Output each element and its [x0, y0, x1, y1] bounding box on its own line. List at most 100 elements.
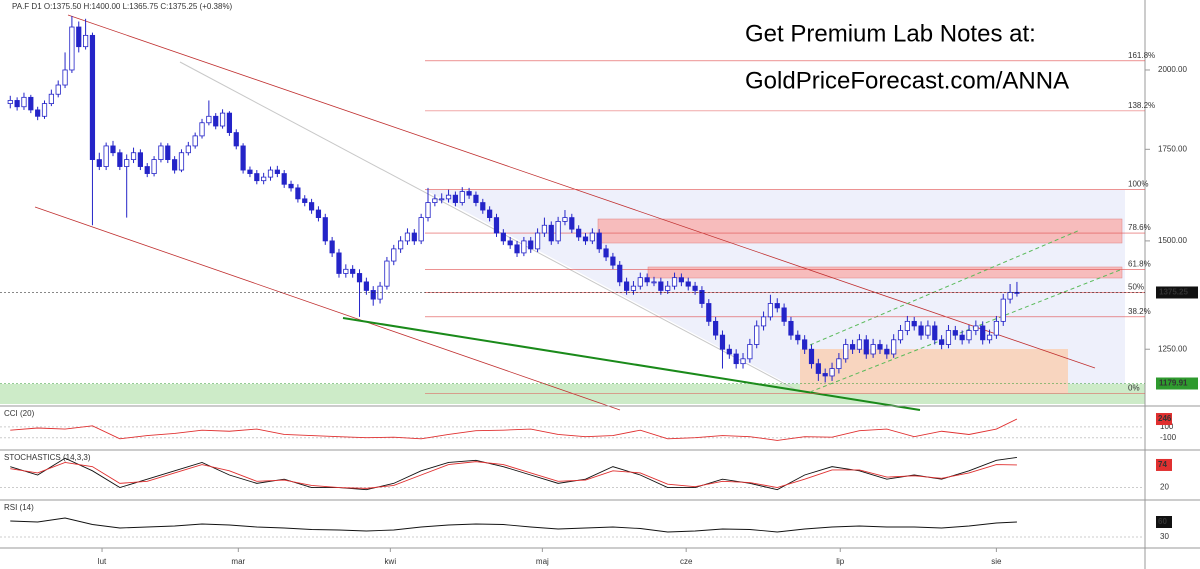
candle-body — [973, 325, 979, 331]
candle-body — [767, 303, 774, 318]
candle-body — [185, 145, 191, 154]
candle-body — [706, 303, 712, 322]
candle-body — [356, 273, 363, 283]
candle-body — [480, 202, 486, 211]
candle-body — [1000, 298, 1006, 322]
support-zone — [800, 349, 1068, 393]
y-tick-label: 100 — [1160, 422, 1174, 431]
candle-body — [466, 191, 472, 196]
y-tick-label: 1250.00 — [1158, 344, 1187, 353]
candle-body — [302, 198, 308, 203]
candle-body — [206, 115, 212, 124]
candle-body — [747, 344, 753, 360]
y-tick-label: 2000.00 — [1158, 65, 1187, 74]
candle-body — [911, 320, 917, 327]
x-tick-label: maj — [536, 557, 549, 566]
candle-body — [199, 122, 205, 137]
candle-body — [555, 221, 561, 242]
candle-body — [829, 368, 835, 377]
candle-body — [261, 176, 267, 182]
candle-body — [904, 320, 910, 331]
candle-body — [541, 224, 548, 234]
candle-body — [281, 173, 287, 185]
candle-body — [671, 277, 678, 287]
value-label: 74 — [1158, 460, 1167, 469]
candle-body — [350, 268, 356, 274]
candle-body — [445, 194, 452, 200]
price-label: 1179.91 — [1159, 379, 1188, 388]
candle-body — [781, 307, 787, 322]
candle-body — [870, 344, 876, 355]
candle-body — [692, 285, 698, 291]
x-tick-label: sie — [991, 557, 1002, 566]
candle-body — [966, 330, 972, 341]
candle-body — [740, 358, 746, 365]
candle-body — [939, 339, 945, 345]
candle-body — [822, 373, 828, 377]
candle-body — [384, 260, 390, 287]
candle-body — [582, 236, 589, 242]
candle-body — [329, 240, 335, 254]
candle-body — [897, 330, 904, 341]
candle-body — [432, 198, 438, 203]
candle-body — [247, 169, 253, 174]
candle-body — [370, 290, 376, 300]
candle-body — [391, 248, 397, 262]
candle-body — [678, 277, 684, 283]
candle-body — [754, 325, 760, 345]
candle-body — [473, 194, 479, 203]
candle-body — [459, 191, 465, 203]
candle-body — [877, 344, 883, 350]
candle-body — [699, 290, 705, 304]
candle-body — [603, 248, 609, 258]
candle-body — [836, 358, 842, 369]
x-tick-label: mar — [231, 557, 245, 566]
candle-body — [685, 281, 691, 287]
candle-body — [7, 100, 13, 104]
candle-body — [658, 281, 664, 291]
candle-body — [363, 281, 369, 291]
candle-body — [452, 194, 458, 203]
candle-body — [35, 109, 41, 117]
candle-body — [863, 339, 869, 355]
candle-body — [103, 145, 109, 167]
fib-label: 0% — [1128, 384, 1140, 393]
candle-body — [589, 232, 595, 242]
candle-body — [596, 232, 602, 250]
candle-body — [576, 228, 582, 238]
value-label: 60 — [1158, 517, 1167, 526]
candle-body — [96, 159, 102, 167]
fib-label: 161.8% — [1128, 51, 1155, 60]
candle-body — [315, 209, 322, 219]
indicator-line — [10, 418, 1018, 441]
candle-body — [733, 353, 739, 365]
candle-body — [815, 363, 821, 374]
candle-body — [418, 217, 424, 242]
candle-body — [849, 344, 856, 350]
candle-body — [760, 316, 767, 327]
trend-line — [67, 14, 1096, 369]
candle-body — [959, 334, 965, 341]
value-box — [1156, 458, 1172, 471]
candle-body — [630, 285, 637, 291]
candle-body — [322, 217, 328, 242]
indicator-line — [10, 461, 1017, 489]
candle-body — [62, 69, 68, 86]
candle-body — [507, 240, 513, 246]
candle-body — [219, 112, 226, 127]
candle-body — [165, 145, 171, 160]
candle-body — [295, 187, 301, 200]
candle-body — [151, 159, 157, 174]
candle-body — [439, 198, 445, 201]
candle-body — [21, 96, 27, 108]
candle-body — [569, 217, 575, 230]
candle-body — [918, 325, 924, 336]
candle-body — [986, 334, 993, 341]
candle-body — [425, 202, 431, 219]
candle-body — [795, 334, 801, 341]
indicator-title: RSI (14) — [4, 503, 34, 512]
fib-label: 38.2% — [1128, 307, 1151, 316]
candle-body — [336, 252, 342, 274]
candle-body — [213, 115, 219, 127]
